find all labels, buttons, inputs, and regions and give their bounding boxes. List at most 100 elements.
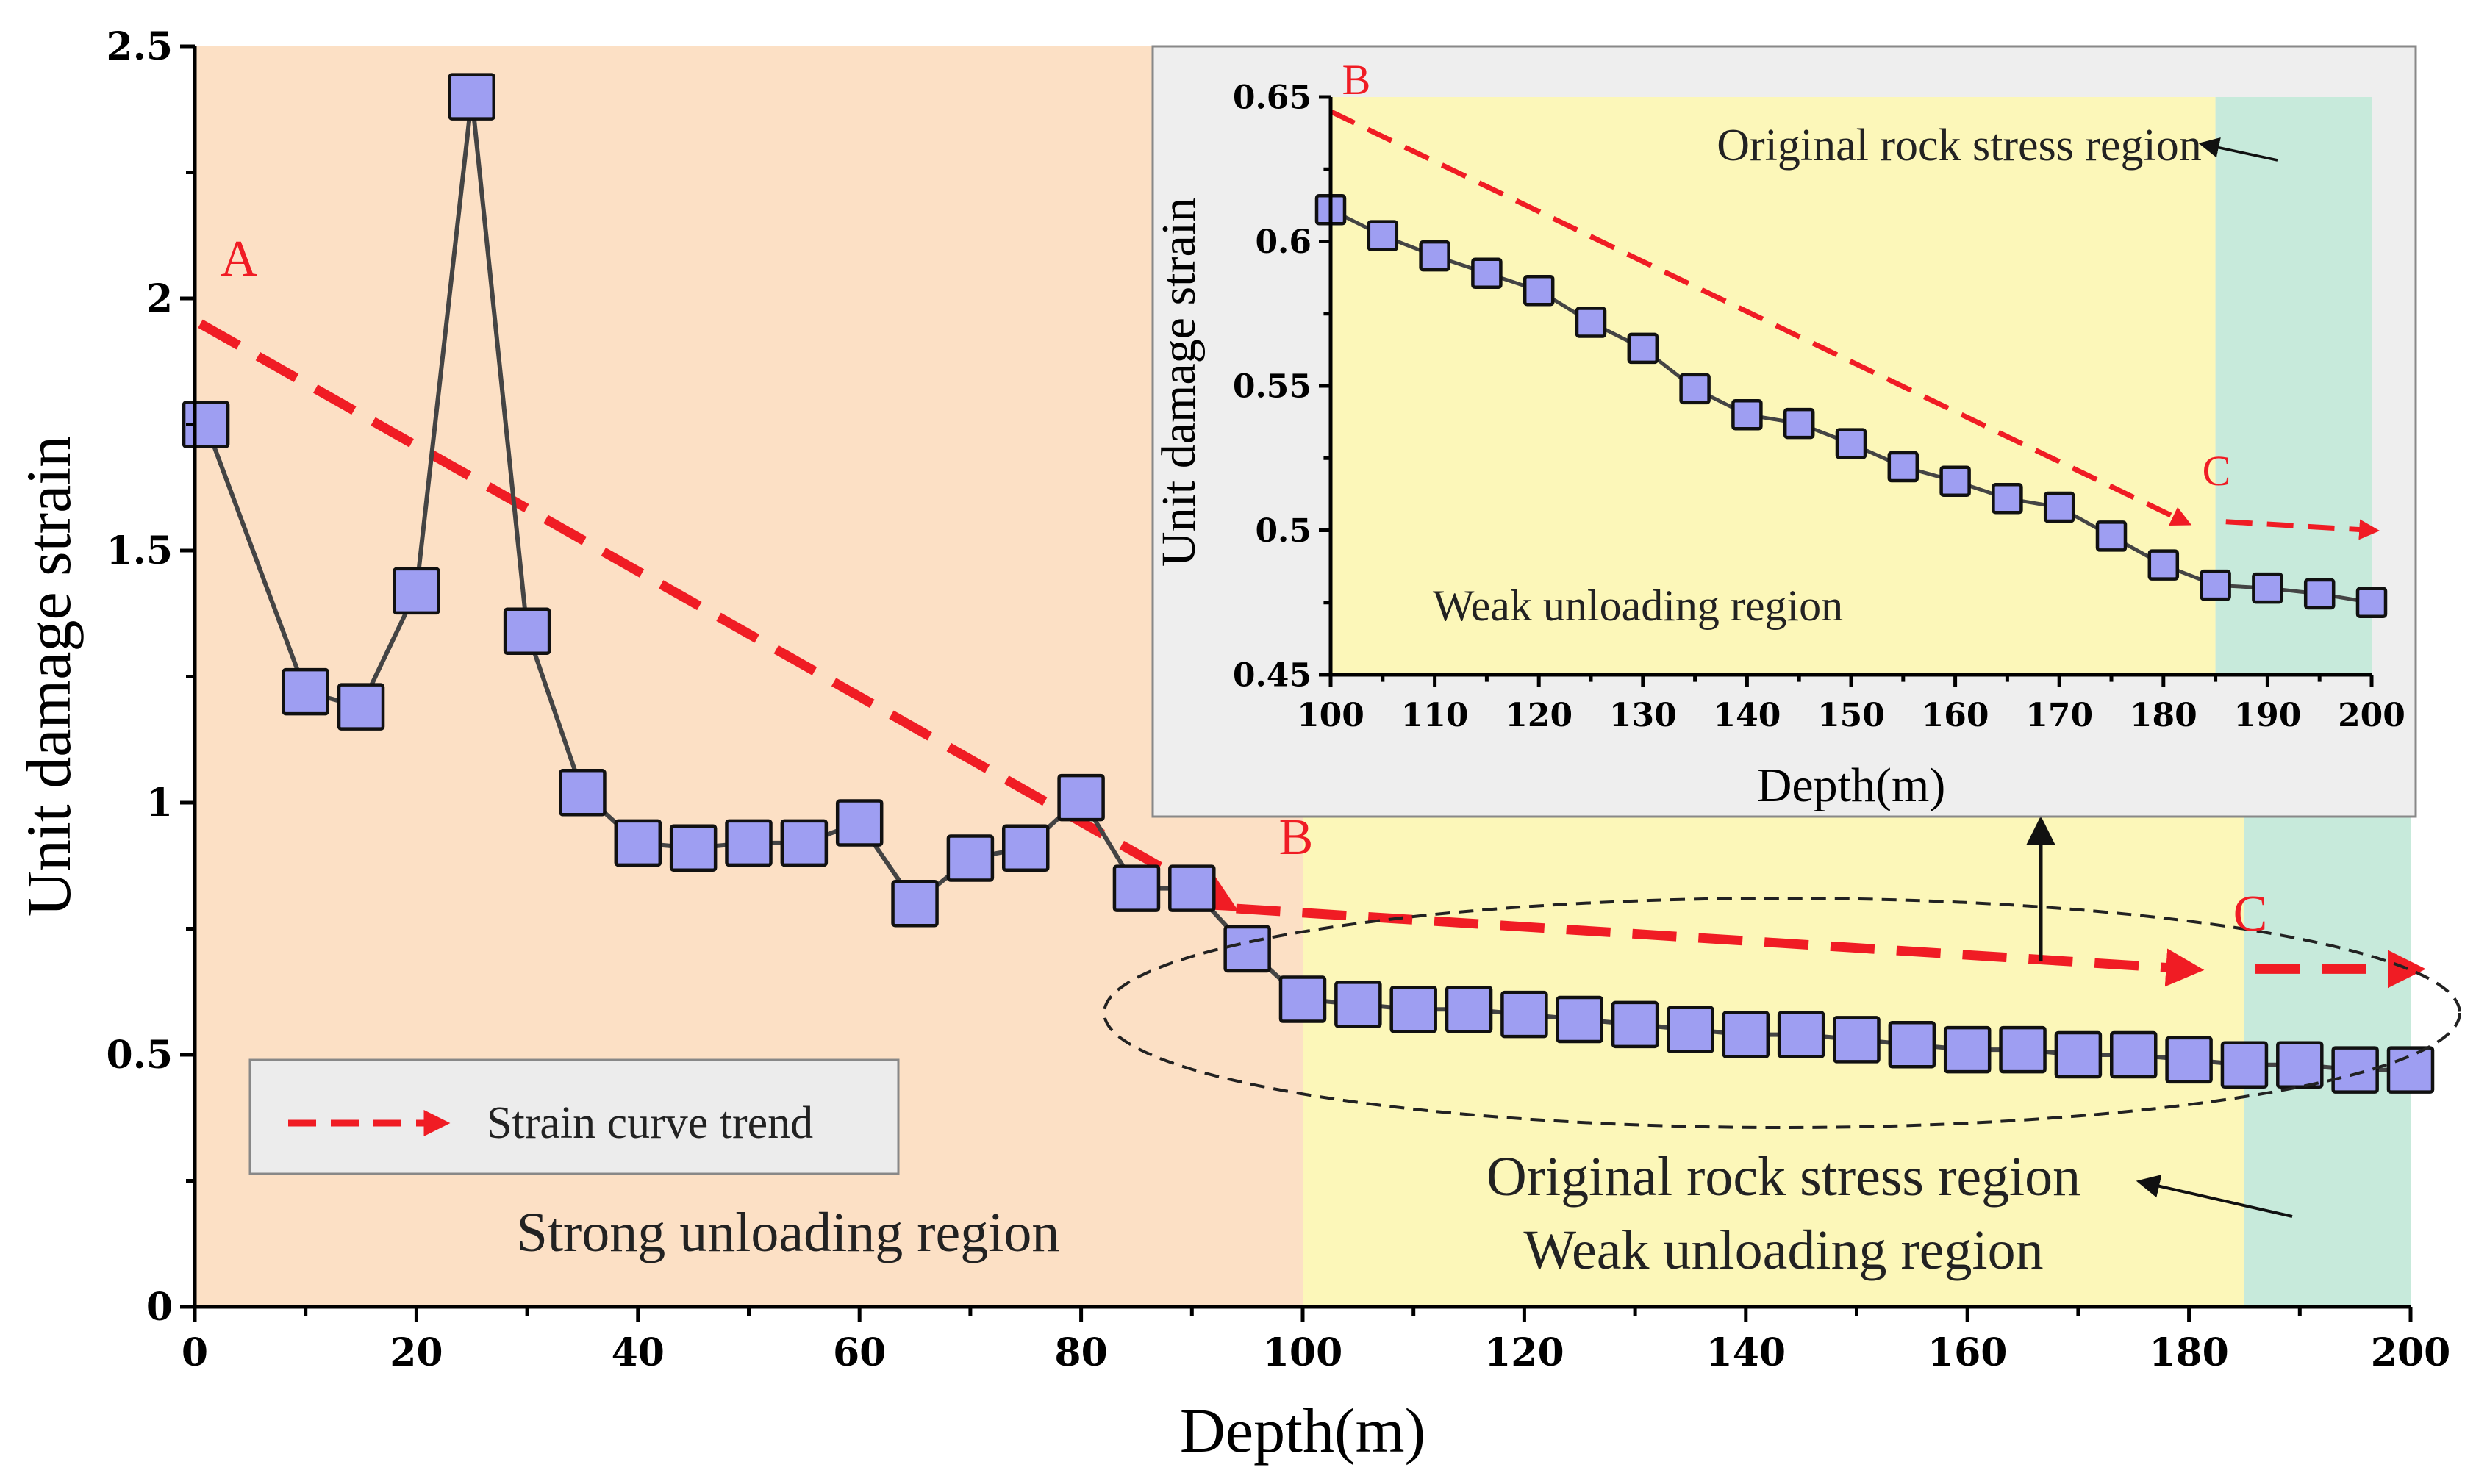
main-y-tick-label: 0.5 [107, 1033, 173, 1078]
inset-x-tick-label: 190 [2233, 697, 2301, 734]
main-data-point [2220, 1041, 2269, 1089]
main-data-point [1112, 864, 1161, 912]
inset-x-tick-label: 100 [1297, 697, 1364, 734]
inset-original-rock-stress-label: Original rock stress region [1717, 121, 2201, 171]
inset-data-point [1887, 451, 1919, 483]
main-x-axis-title: Depth(m) [1180, 1395, 1425, 1466]
main-data-point [1057, 773, 1105, 822]
main-data-point [1888, 1021, 1936, 1069]
inset-x-axis-title: Depth(m) [1757, 759, 1946, 812]
main-data-point [1556, 995, 1603, 1044]
inset-weak-unloading-label: Weak unloading region [1433, 581, 1843, 630]
main-x-tick-label: 180 [2149, 1330, 2229, 1375]
main-y-tick-label: 2.5 [107, 24, 173, 69]
main-data-point [2276, 1041, 2324, 1089]
legend-label: Strain curve trend [487, 1098, 813, 1148]
inset-data-point [1523, 275, 1555, 307]
main-y-tick-label: 1 [146, 781, 173, 825]
main-x-tick-label: 60 [833, 1330, 886, 1375]
original-region-pointer [2136, 1175, 2293, 1218]
main-data-point [614, 819, 662, 867]
inset-data-point [1783, 407, 1815, 440]
inset-trend-segment-1 [1329, 109, 2192, 526]
main-data-point [2110, 1030, 2158, 1079]
main-data-point [725, 819, 773, 867]
main-data-point [1722, 1011, 1770, 1058]
main-x-tick-label: 20 [390, 1330, 443, 1375]
main-x-tick-label: 0 [182, 1330, 208, 1375]
main-data-point [780, 819, 829, 867]
main-data-point [2054, 1030, 2103, 1079]
inset-region-original-rock-stress-region [2215, 97, 2372, 675]
inset-y-tick-label: 0.65 [1233, 79, 1312, 116]
inset-data-point [2200, 569, 2231, 601]
inset-data-point [1367, 220, 1399, 251]
strong-unloading-label: Strong unloading region [517, 1202, 1060, 1263]
inset-data-point [1627, 332, 1659, 365]
original-rock-stress-label: Original rock stress region [1486, 1146, 2080, 1208]
main-data-point [1278, 975, 1327, 1023]
inset-x-tick-label: 130 [1609, 697, 1677, 734]
inset-x-tick-label: 200 [2338, 697, 2405, 734]
inset-y-tick-label: 0.55 [1233, 368, 1312, 405]
inset-x-tick-label: 170 [2025, 697, 2093, 734]
main-x-tick-label: 160 [1928, 1330, 2008, 1375]
main-y-tick-label: 2 [146, 276, 173, 321]
inset-data-point [1419, 240, 1450, 272]
main-x-tick-label: 40 [612, 1330, 665, 1375]
main-data-point [1943, 1025, 1992, 1074]
inset-data-point [1939, 465, 1971, 497]
main-data-point [393, 567, 440, 615]
main-data-point [1389, 986, 1437, 1033]
main-data-point [503, 607, 551, 656]
point-label-b: B [1279, 809, 1314, 866]
main-data-point [946, 834, 995, 882]
inset-data-point [1992, 483, 2023, 515]
main-data-point [448, 73, 495, 121]
inset-point-label-b: B [1342, 56, 1371, 104]
inset-y-axis-title: Unit damage strain [1152, 198, 1206, 567]
main-data-point [1777, 1011, 1825, 1058]
main-data-point [559, 769, 607, 817]
inset-x-tick-label: 160 [1922, 697, 1989, 734]
main-data-point [1002, 824, 1050, 872]
main-data-point [2165, 1036, 2213, 1084]
main-x-tick-label: 100 [1263, 1330, 1343, 1375]
main-data-point [2331, 1046, 2379, 1094]
main-data-point [835, 799, 884, 847]
inset-x-tick-label: 120 [1505, 697, 1572, 734]
inset-y-tick-label: 0.45 [1233, 656, 1312, 694]
inset-data-point [1679, 373, 1711, 405]
main-y-tick-label: 1.5 [107, 528, 173, 573]
main-data-point [337, 683, 385, 731]
inset-data-point [2095, 520, 2128, 552]
inset-data-point [1835, 428, 1867, 459]
inset-y-tick-label: 0.6 [1255, 223, 1312, 261]
inset-trend-segment-2 [2225, 519, 2380, 540]
main-data-point [1833, 1016, 1881, 1064]
main-data-point [1667, 1006, 1714, 1053]
main-data-point [282, 667, 329, 716]
inset-region-weak-unloading-region [1331, 97, 2216, 675]
inset-data-point [1471, 257, 1503, 289]
main-data-point [1500, 990, 1548, 1039]
point-label-c: C [2233, 886, 2268, 942]
inset-x-tick-label: 150 [1817, 697, 1885, 734]
main-y-axis-title: Unit damage strain [13, 436, 84, 917]
highlight-ellipse [1103, 897, 2461, 1129]
inset-data-point [1575, 307, 1607, 338]
main-data-point [1445, 986, 1493, 1033]
main-series-line [204, 96, 2411, 1072]
main-data-point [1999, 1025, 2047, 1074]
legend: Strain curve trend [248, 1058, 900, 1175]
main-x-tick-label: 80 [1054, 1330, 1107, 1375]
main-y-tick-label: 0 [146, 1285, 173, 1330]
inset-x-tick-label: 180 [2130, 697, 2197, 734]
main-data-point [1611, 1000, 1659, 1049]
inset-x-tick-label: 110 [1401, 697, 1469, 734]
main-data-point [891, 879, 939, 928]
inset-point-label-c: C [2203, 447, 2231, 495]
point-label-a: A [221, 231, 258, 287]
main-data-point [1168, 864, 1216, 912]
